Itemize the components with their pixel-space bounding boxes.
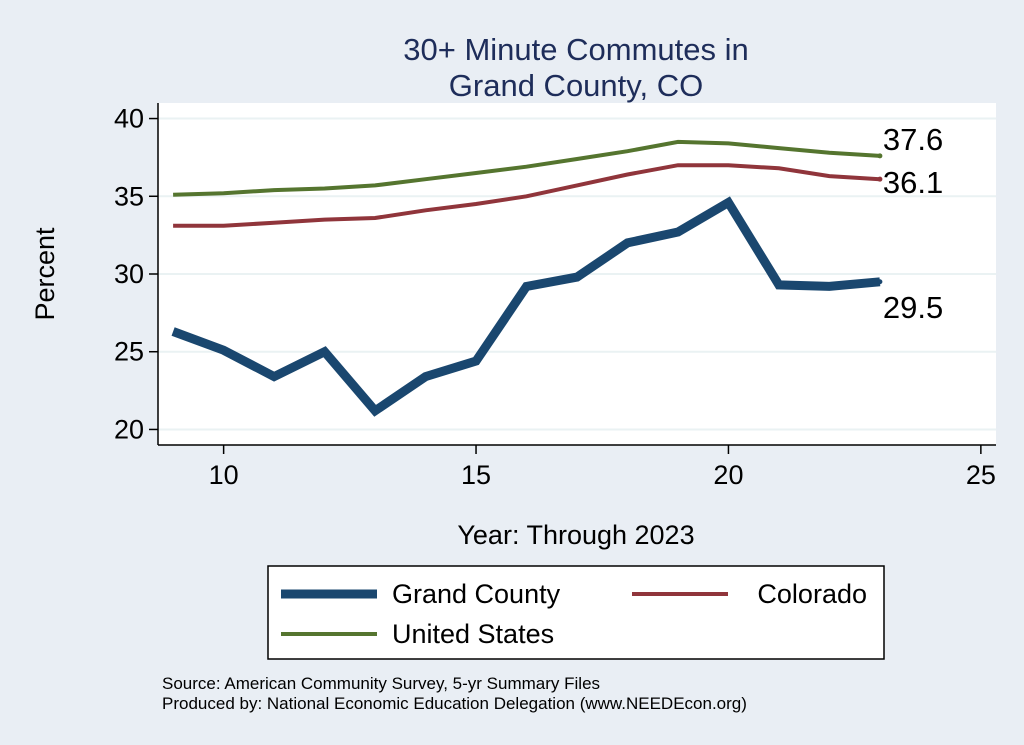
legend: Grand County Colorado United States xyxy=(281,579,867,649)
end-point-colorado xyxy=(877,176,883,182)
end-point-united-states xyxy=(877,153,883,159)
end-label-colorado: 36.1 xyxy=(883,165,943,200)
legend-label-united-states: United States xyxy=(392,619,554,649)
end-label-grand-county: 29.5 xyxy=(883,290,943,325)
x-tick-label: 15 xyxy=(461,460,491,490)
series-line-united-states xyxy=(173,139,881,197)
y-tick-label: 40 xyxy=(114,104,144,134)
series-line-colorado xyxy=(173,163,881,228)
end-point-grand-county xyxy=(877,279,883,285)
chart-title-line-2: Grand County, CO xyxy=(449,68,703,103)
axes: 20 25 30 35 40 10 15 20 25 xyxy=(114,103,996,490)
y-axis-label: Percent xyxy=(30,227,60,321)
x-tick-label: 10 xyxy=(209,460,239,490)
y-tick-label: 30 xyxy=(114,259,144,289)
legend-label-grand-county: Grand County xyxy=(392,579,561,609)
end-label-united-states: 37.6 xyxy=(883,122,943,157)
series-line-grand-county xyxy=(171,196,881,417)
source-note-line-1: Source: American Community Survey, 5-yr … xyxy=(162,674,600,693)
legend-box xyxy=(267,565,885,660)
x-axis-label: Year: Through 2023 xyxy=(457,520,694,550)
y-tick-label: 20 xyxy=(114,414,144,444)
x-tick-label: 20 xyxy=(713,460,743,490)
y-tick-label: 35 xyxy=(114,181,144,211)
series-lines xyxy=(171,139,883,417)
source-note-line-2: Produced by: National Economic Education… xyxy=(162,694,747,713)
x-tick-label: 25 xyxy=(966,460,996,490)
legend-label-colorado: Colorado xyxy=(757,579,867,609)
chart-title-line-1: 30+ Minute Commutes in xyxy=(403,32,748,67)
end-labels: 29.5 36.1 37.6 xyxy=(883,122,943,325)
y-tick-label: 25 xyxy=(114,337,144,367)
